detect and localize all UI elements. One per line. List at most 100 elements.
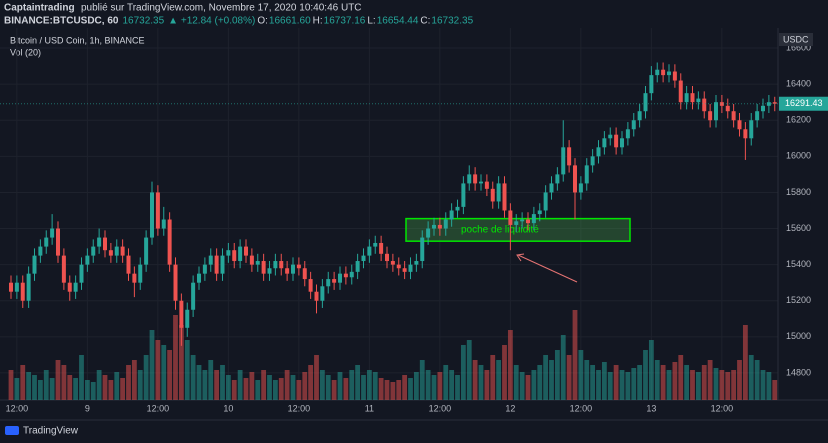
volume-bar [67,375,73,400]
volume-bar [737,360,742,400]
candle-body [543,192,548,211]
volume-bar [719,370,725,400]
volume-bar [61,365,67,400]
volume-bar [143,355,149,400]
volume-bar [314,355,319,400]
candle-body [208,255,213,265]
volume-bar [190,355,196,400]
volume-bar [272,380,278,400]
volume-bar [631,368,637,400]
volume-bar [349,370,355,400]
candle-body [725,105,730,112]
candle-body [590,156,595,166]
volume-bar [472,360,478,400]
candle-body [61,255,66,283]
volume-bar [748,355,754,400]
candle-body [467,174,472,184]
candle-body [238,246,243,262]
candle-body [602,138,607,148]
header-text: 16661.60 [269,16,311,27]
volume-bar [84,380,90,400]
candle-body [443,219,448,229]
candle-body [578,183,583,193]
volume-bar [108,380,114,400]
volume-bar [208,360,214,400]
publisher: Captaintrading [4,3,75,14]
volume-bar [660,365,666,400]
volume-bar [554,350,560,400]
currency: USDC [783,34,809,44]
x-tick-label: 12:00 [6,403,29,413]
x-tick-label: 12:00 [429,403,452,413]
candle-body [385,253,389,262]
candle-body [614,134,619,148]
candle-body [667,71,671,76]
volume-bar [572,310,578,400]
volume-bar [220,365,225,400]
volume-bar [196,365,202,400]
candle-body [672,71,677,81]
logo-icon [5,426,19,435]
candle-body [772,102,777,104]
candle-body [655,69,660,76]
x-tick-label: 12:00 [288,403,311,413]
volume-bar [690,370,695,400]
candle-body [379,242,384,254]
volume-bar [249,372,255,400]
volume-bar [596,370,601,400]
candle-body [291,264,295,274]
volume-bar [126,365,131,400]
candle-body [244,246,248,256]
header-text: 16732.35 [122,16,164,27]
candle-body [490,188,495,202]
candle-body [144,237,149,265]
volume-bar [231,380,237,400]
header-text: 16732.35 [431,16,473,27]
volume-bar [502,345,507,400]
volume-bar [466,340,472,400]
candle-body [761,105,765,112]
volume-bar [49,378,55,400]
volume-bar [425,370,431,400]
candle-body [549,183,554,193]
candle-body [755,111,760,121]
volume-bar [243,378,249,400]
candle-body [520,219,525,222]
candle-body [155,192,160,229]
candle-body [267,268,272,274]
header-text: ▲ +12.84 (+0.08%) [168,16,255,27]
y-tick-label: 15600 [786,223,811,233]
volume-bar [302,372,308,400]
y-tick-label: 15800 [786,187,811,197]
currency-box [779,33,813,46]
candle-body [608,134,613,139]
header-text: C: [420,16,430,27]
header-text: 16654.44 [377,16,419,27]
volume-bar [419,360,425,400]
volume-bar [731,370,737,400]
volume-bar [378,378,384,400]
volume-bar [137,370,143,400]
volume-bar [654,360,660,400]
header-text: 16737.16 [324,16,366,27]
candle-body [9,282,13,292]
candle-body [138,264,143,283]
volume-bar [202,370,208,400]
candle-body [343,273,348,278]
logo: TradingView [5,426,79,437]
chart-title: Bitcoin / USD Coin, 1h, BINANCE [10,35,145,45]
candle-body [426,228,431,238]
volume-bar [496,360,502,400]
candle-body [514,221,519,225]
volume-bar [578,350,584,400]
candle-body [20,282,25,301]
candle-body [91,246,96,256]
header-text: BINANCE:BTCUSDC, 60 [4,16,119,27]
candle-body [561,147,566,175]
volume-bar [449,370,455,400]
candle-body [285,268,290,274]
volume-bar [701,365,707,400]
volume-bar [149,330,155,400]
candle-body [414,261,419,265]
volume-bar [742,325,748,400]
